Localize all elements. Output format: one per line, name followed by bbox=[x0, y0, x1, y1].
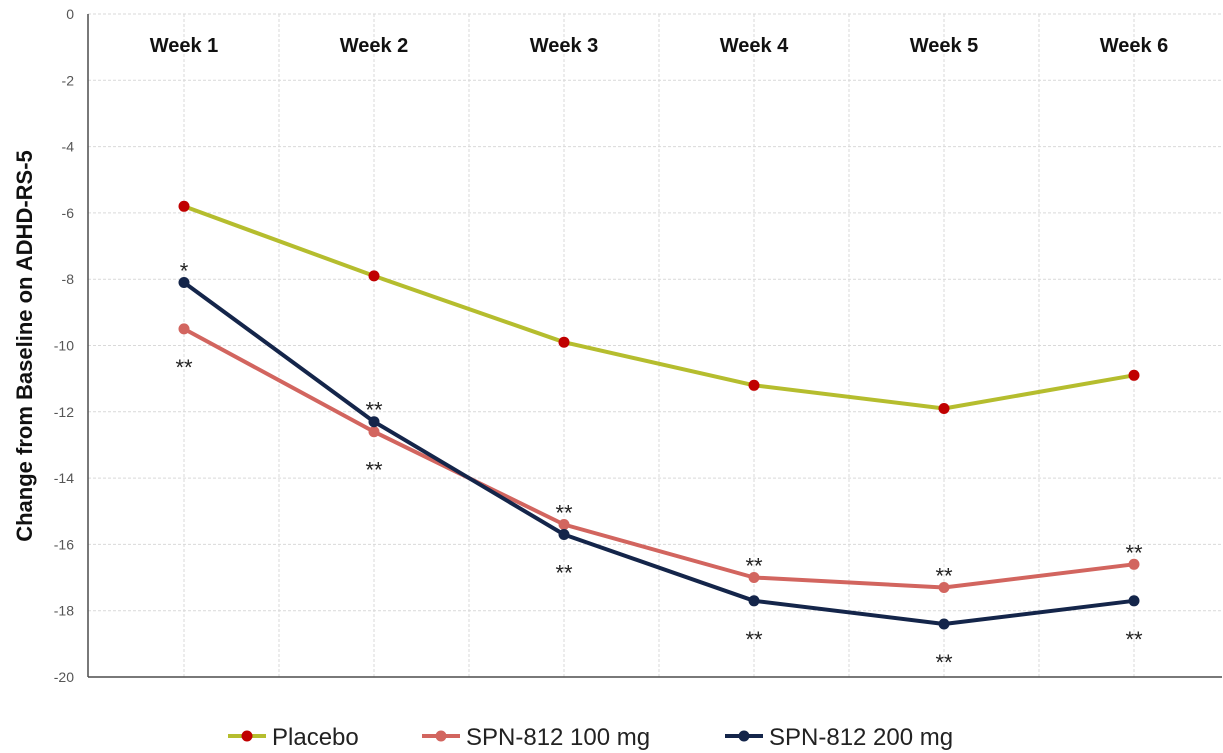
data-point bbox=[748, 572, 760, 583]
significance-annotation: ** bbox=[175, 355, 193, 380]
legend: Placebo SPN-812 100 mg SPN-812 200 mg bbox=[228, 724, 953, 751]
data-point bbox=[938, 403, 950, 414]
y-tick-label: -8 bbox=[62, 271, 75, 287]
data-point bbox=[938, 582, 950, 593]
significance-annotation: ** bbox=[1125, 540, 1143, 565]
data-point bbox=[558, 529, 570, 540]
data-point bbox=[558, 336, 570, 348]
significance-annotation: ** bbox=[555, 501, 573, 526]
series-line bbox=[183, 327, 1135, 590]
data-point bbox=[368, 426, 380, 438]
y-tick-label: -14 bbox=[54, 470, 74, 486]
category-label: Week 5 bbox=[910, 35, 979, 57]
data-point bbox=[748, 595, 760, 607]
significance-annotation: ** bbox=[365, 458, 383, 483]
data-point bbox=[558, 519, 570, 530]
significance-annotation: ** bbox=[1125, 627, 1143, 652]
data-point bbox=[178, 277, 190, 288]
legend-entry: SPN-812 200 mg bbox=[769, 724, 953, 751]
significance-annotation: ** bbox=[745, 627, 763, 652]
significance-annotation: ** bbox=[555, 561, 573, 586]
category-label: Week 2 bbox=[340, 35, 409, 57]
y-tick-label: -6 bbox=[62, 205, 75, 221]
significance-annotation: ** bbox=[745, 554, 763, 579]
y-tick-label: -2 bbox=[62, 72, 75, 88]
series-line bbox=[183, 204, 1135, 411]
data-point bbox=[178, 323, 190, 335]
data-point bbox=[368, 270, 380, 282]
data-point bbox=[1128, 595, 1140, 607]
data-point bbox=[178, 200, 190, 212]
legend-swatch-marker bbox=[738, 730, 750, 742]
legend-swatch-marker bbox=[435, 730, 447, 742]
y-tick-label: -10 bbox=[54, 338, 74, 354]
y-tick-label: -20 bbox=[54, 669, 74, 685]
legend-entry: SPN-812 100 mg bbox=[466, 724, 650, 751]
series-lines bbox=[178, 200, 1140, 630]
annotations: *********** ************ bbox=[175, 259, 1143, 676]
data-point bbox=[368, 416, 380, 428]
y-tick-label: -16 bbox=[54, 536, 74, 552]
significance-annotation: ** bbox=[365, 398, 383, 423]
data-point bbox=[938, 618, 950, 630]
y-tick-label: 0 bbox=[66, 6, 74, 22]
axes: 0 -2 -4 -6 -8 -10 -12 -14 -16 -18 -20 Week 1 Week 2 W… bbox=[54, 6, 1222, 685]
y-tick-label: -12 bbox=[54, 404, 74, 420]
y-axis-label: Change from Baseline on ADHD-RS-5 bbox=[12, 150, 37, 542]
data-point bbox=[1128, 369, 1140, 381]
y-tick-label: -4 bbox=[62, 139, 75, 155]
significance-annotation: ** bbox=[935, 650, 953, 675]
category-label: Week 3 bbox=[530, 35, 599, 57]
data-point bbox=[748, 379, 760, 391]
legend-swatch-marker bbox=[241, 730, 253, 742]
y-tick-label: -18 bbox=[54, 603, 74, 619]
data-point bbox=[1128, 558, 1140, 570]
significance-annotation: * bbox=[180, 259, 189, 284]
category-label: Week 6 bbox=[1100, 35, 1169, 57]
significance-annotation: ** bbox=[935, 564, 953, 589]
grid bbox=[88, 13, 1222, 677]
category-label: Week 1 bbox=[150, 35, 219, 57]
legend-entry: Placebo bbox=[272, 724, 359, 751]
series-line bbox=[182, 280, 1135, 626]
category-label: Week 4 bbox=[720, 35, 789, 57]
